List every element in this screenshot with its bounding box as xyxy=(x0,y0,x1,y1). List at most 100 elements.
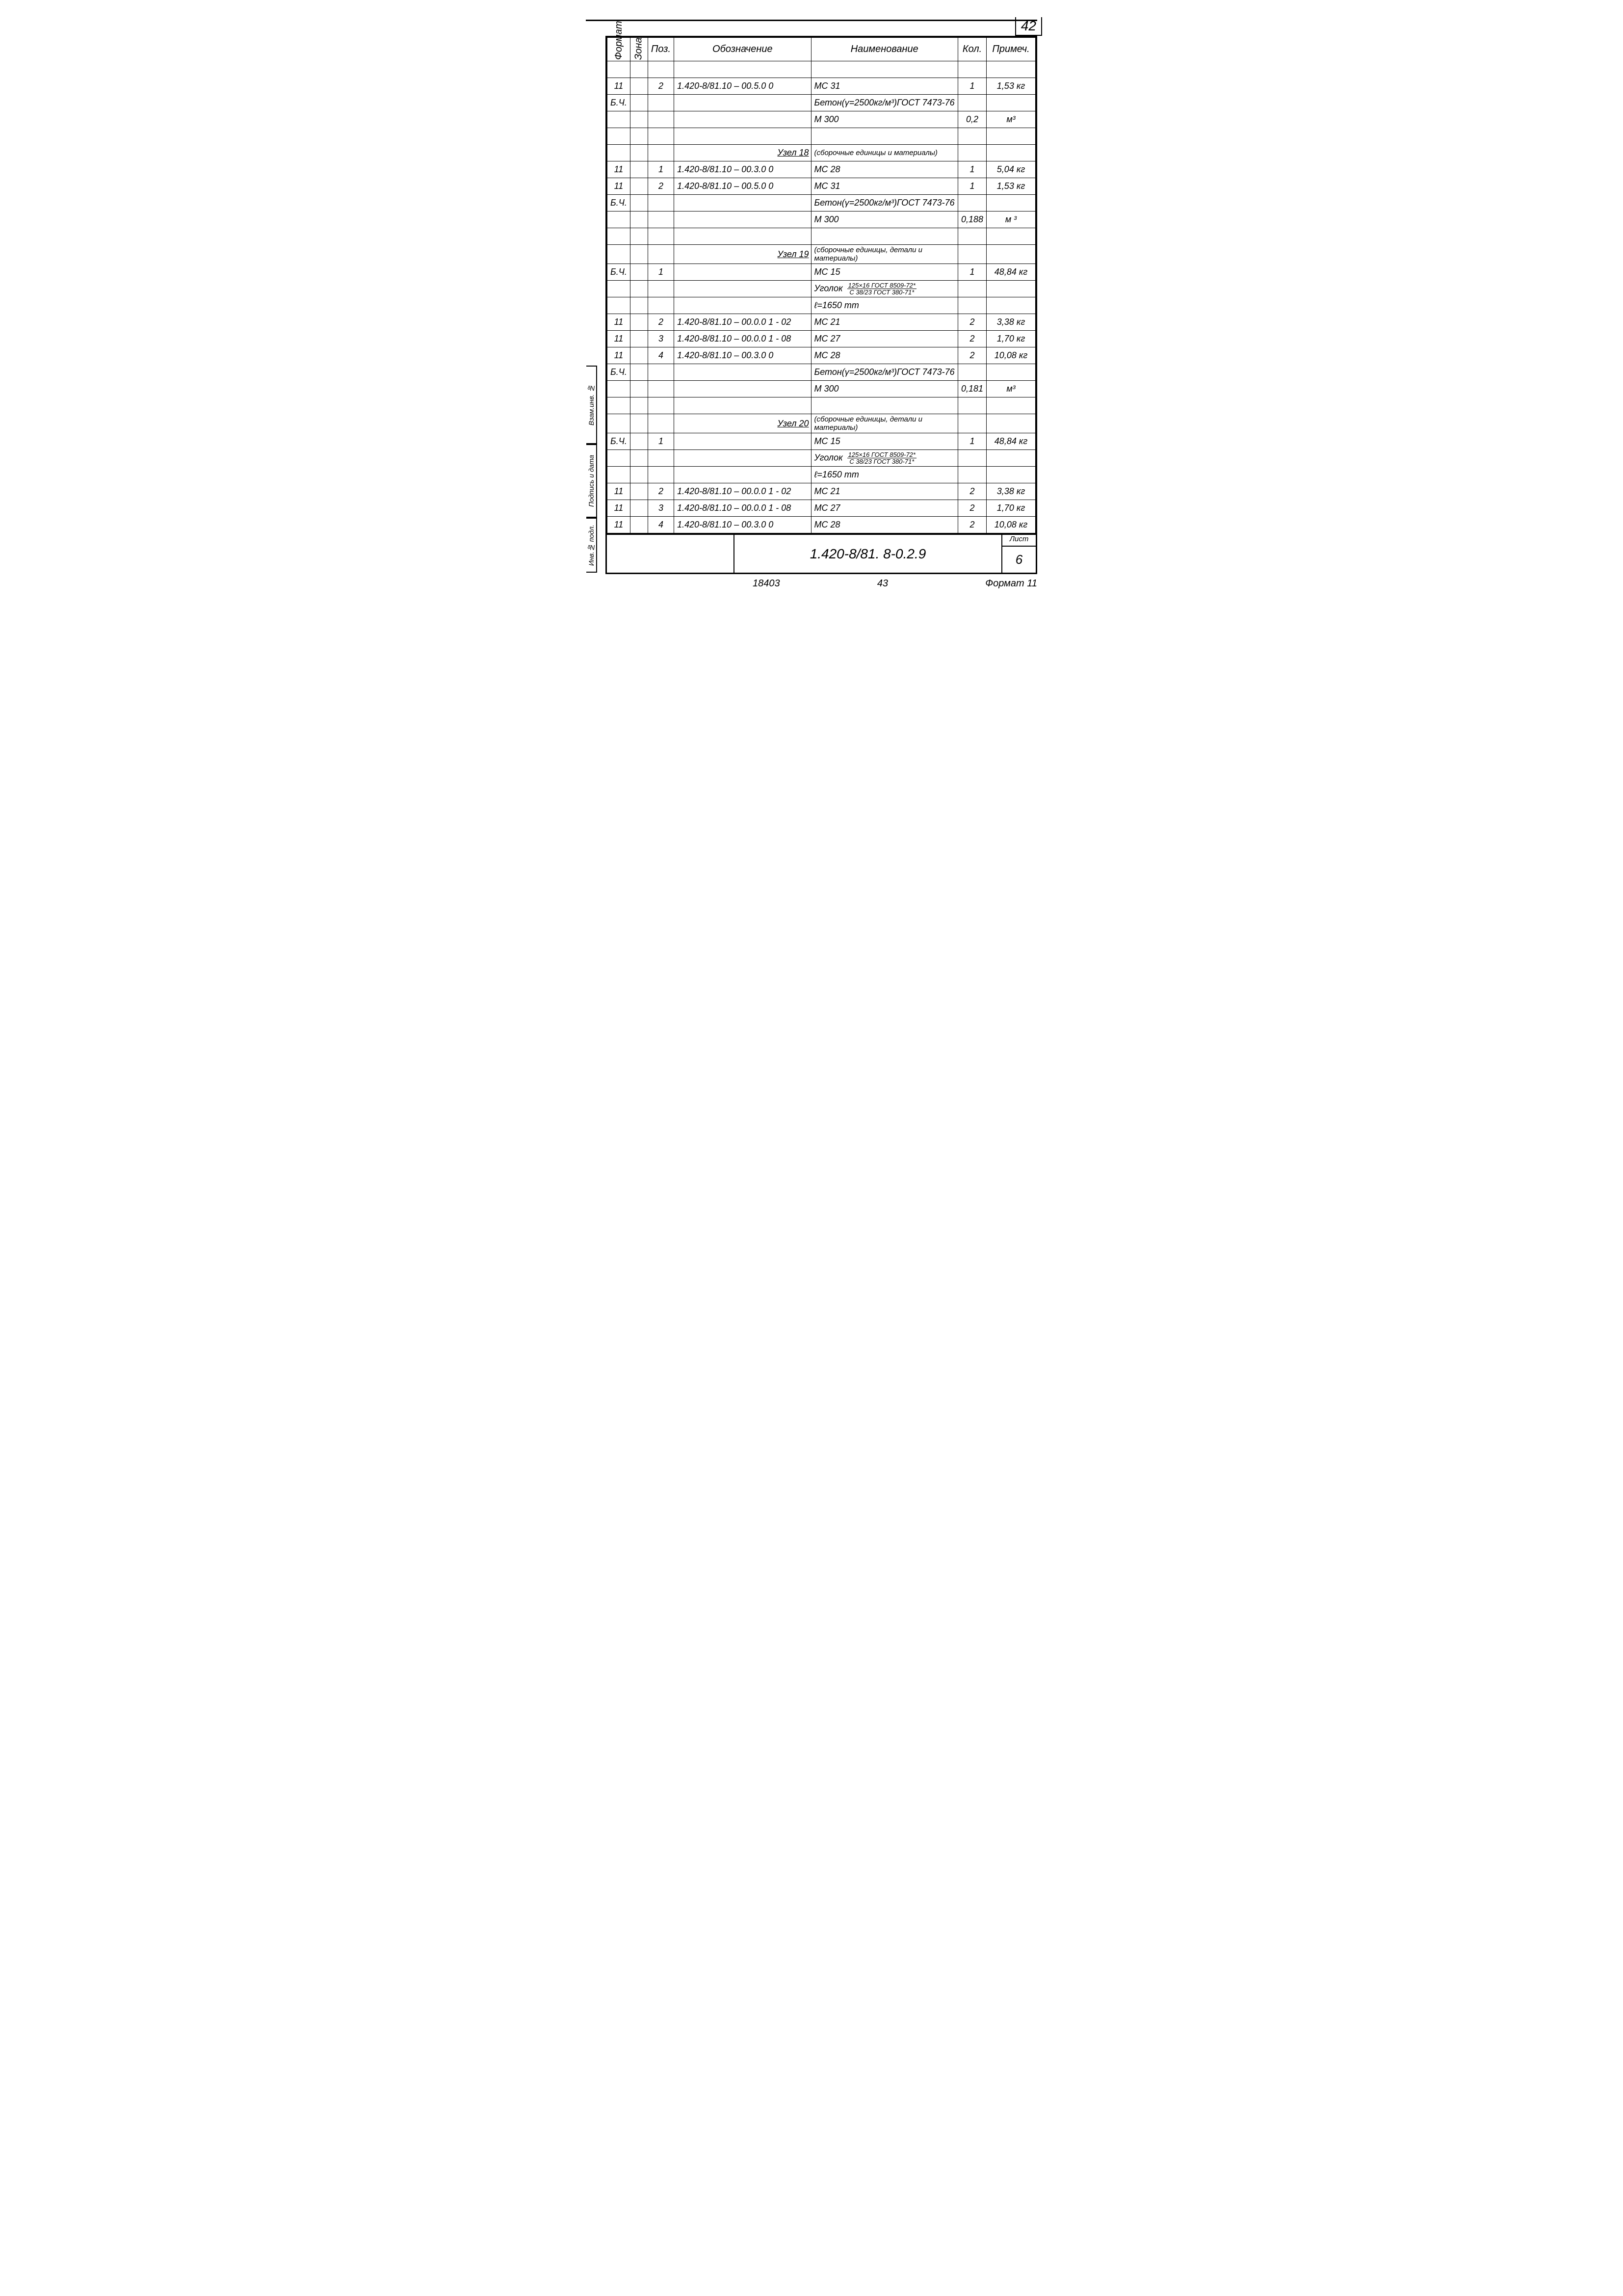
cell-zone xyxy=(630,111,648,128)
cell-pos: 1 xyxy=(648,264,674,281)
cell-qty xyxy=(958,467,986,483)
table-row: 1131.420-8/81.10 – 00.0.0 1 - 08МС 2721,… xyxy=(607,500,1036,517)
cell-designation xyxy=(674,95,811,111)
table-row: 1121.420-8/81.10 – 00.0.0 1 - 02МС 2123,… xyxy=(607,483,1036,500)
cell-zone xyxy=(630,347,648,364)
cell-zone xyxy=(630,517,648,533)
cell-name: ℓ=1650 mm xyxy=(811,467,958,483)
cell-pos xyxy=(648,95,674,111)
side-label: Взам.инв. № xyxy=(586,366,597,444)
header-qty: Кол. xyxy=(958,38,986,61)
cell-note: 5,04 кг xyxy=(987,161,1036,178)
table-row: Узел 18(сборочные единицы и материалы) xyxy=(607,145,1036,161)
header-row: Формат Зона Поз. Обозначение Наименовани… xyxy=(607,38,1036,61)
cell-note: 48,84 кг xyxy=(987,264,1036,281)
cell-pos xyxy=(648,195,674,211)
table-row: М 3000,181м³ xyxy=(607,381,1036,397)
main-frame: Взам.инв. №Подпись и датаИнв.№ подл. Фор… xyxy=(605,36,1037,574)
cell-name: МС 15 xyxy=(811,433,958,450)
cell-zone xyxy=(630,364,648,381)
table-row: Уголок 125×16 ГОСТ 8509-72*С 38/23 ГОСТ … xyxy=(607,450,1036,467)
cell-qty: 2 xyxy=(958,314,986,331)
cell-name: МС 21 xyxy=(811,483,958,500)
section-title: Узел 18 xyxy=(674,145,811,161)
cell-pos: 3 xyxy=(648,500,674,517)
cell-format: 11 xyxy=(607,314,630,331)
cell-qty: 2 xyxy=(958,331,986,347)
cell-note: м³ xyxy=(987,381,1036,397)
cell-zone xyxy=(630,297,648,314)
cell-zone xyxy=(630,500,648,517)
table-row: Б.Ч.Бетон(γ=2500кг/м³)ГОСТ 7473-76 xyxy=(607,95,1036,111)
cell-designation: 1.420-8/81.10 – 00.0.0 1 - 02 xyxy=(674,314,811,331)
sheet-number: 6 xyxy=(1002,547,1036,573)
cell-note: м ³ xyxy=(987,211,1036,228)
cell-designation: 1.420-8/81.10 – 00.3.0 0 xyxy=(674,517,811,533)
table-row: ℓ=1650 mm xyxy=(607,297,1036,314)
cell-name: МС 31 xyxy=(811,78,958,95)
cell-zone xyxy=(630,161,648,178)
table-row xyxy=(607,228,1036,245)
cell-format: 11 xyxy=(607,78,630,95)
section-subtitle: (сборочные единицы и материалы) xyxy=(811,145,958,161)
table-row: Б.Ч.Бетон(γ=2500кг/м³)ГОСТ 7473-76 xyxy=(607,364,1036,381)
table-row: 1111.420-8/81.10 – 00.3.0 0МС 2815,04 кг xyxy=(607,161,1036,178)
footer-code-1: 18403 xyxy=(753,578,780,589)
cell-designation: 1.420-8/81.10 – 00.0.0 1 - 08 xyxy=(674,500,811,517)
cell-qty: 0,188 xyxy=(958,211,986,228)
cell-format xyxy=(607,297,630,314)
side-label: Подпись и дата xyxy=(586,444,597,518)
cell-designation xyxy=(674,381,811,397)
cell-format: Б.Ч. xyxy=(607,433,630,450)
cell-note: 3,38 кг xyxy=(987,483,1036,500)
cell-zone xyxy=(630,331,648,347)
cell-designation: 1.420-8/81.10 – 00.0.0 1 - 08 xyxy=(674,331,811,347)
table-row: 1141.420-8/81.10 – 00.3.0 0МС 28210,08 к… xyxy=(607,517,1036,533)
table-row: Б.Ч.Бетон(γ=2500кг/м³)ГОСТ 7473-76 xyxy=(607,195,1036,211)
cell-name: М 300 xyxy=(811,381,958,397)
cell-note: 3,38 кг xyxy=(987,314,1036,331)
cell-designation: 1.420-8/81.10 – 00.3.0 0 xyxy=(674,161,811,178)
cell-designation: 1.420-8/81.10 – 00.3.0 0 xyxy=(674,347,811,364)
cell-name: МС 27 xyxy=(811,331,958,347)
cell-designation xyxy=(674,467,811,483)
cell-designation: 1.420-8/81.10 – 00.5.0 0 xyxy=(674,178,811,195)
cell-format: Б.Ч. xyxy=(607,95,630,111)
cell-format: 11 xyxy=(607,331,630,347)
table-row: М 3000,188м ³ xyxy=(607,211,1036,228)
cell-format xyxy=(607,111,630,128)
cell-note: 1,70 кг xyxy=(987,500,1036,517)
cell-qty: 1 xyxy=(958,178,986,195)
cell-pos: 2 xyxy=(648,483,674,500)
cell-name: МС 28 xyxy=(811,161,958,178)
cell-note: 10,08 кг xyxy=(987,347,1036,364)
cell-name: Уголок 125×16 ГОСТ 8509-72*С 38/23 ГОСТ … xyxy=(811,450,958,467)
title-block-spacer xyxy=(607,535,734,573)
header-designation: Обозначение xyxy=(674,38,811,61)
section-title: Узел 19 xyxy=(674,245,811,264)
cell-note xyxy=(987,467,1036,483)
table-body: 1121.420-8/81.10 – 00.5.0 0МС 3111,53 кг… xyxy=(607,61,1036,533)
cell-note: 1,70 кг xyxy=(987,331,1036,347)
cell-pos xyxy=(648,381,674,397)
cell-designation: 1.420-8/81.10 – 00.0.0 1 - 02 xyxy=(674,483,811,500)
cell-qty: 0,181 xyxy=(958,381,986,397)
side-label-column: Взам.инв. №Подпись и датаИнв.№ подл. xyxy=(586,366,606,573)
cell-zone xyxy=(630,483,648,500)
cell-qty xyxy=(958,95,986,111)
cell-format: 11 xyxy=(607,178,630,195)
table-row: 1121.420-8/81.10 – 00.0.0 1 - 02МС 2123,… xyxy=(607,314,1036,331)
cell-name: МС 28 xyxy=(811,347,958,364)
cell-zone xyxy=(630,178,648,195)
header-format: Формат xyxy=(607,38,630,61)
cell-designation xyxy=(674,264,811,281)
cell-zone xyxy=(630,467,648,483)
cell-qty: 1 xyxy=(958,78,986,95)
table-row xyxy=(607,61,1036,78)
cell-note: м³ xyxy=(987,111,1036,128)
cell-zone xyxy=(630,195,648,211)
table-row: 1131.420-8/81.10 – 00.0.0 1 - 08МС 2721,… xyxy=(607,331,1036,347)
cell-name: МС 15 xyxy=(811,264,958,281)
footer-format: Формат 11 xyxy=(985,578,1037,589)
specification-table: Формат Зона Поз. Обозначение Наименовани… xyxy=(607,37,1036,533)
